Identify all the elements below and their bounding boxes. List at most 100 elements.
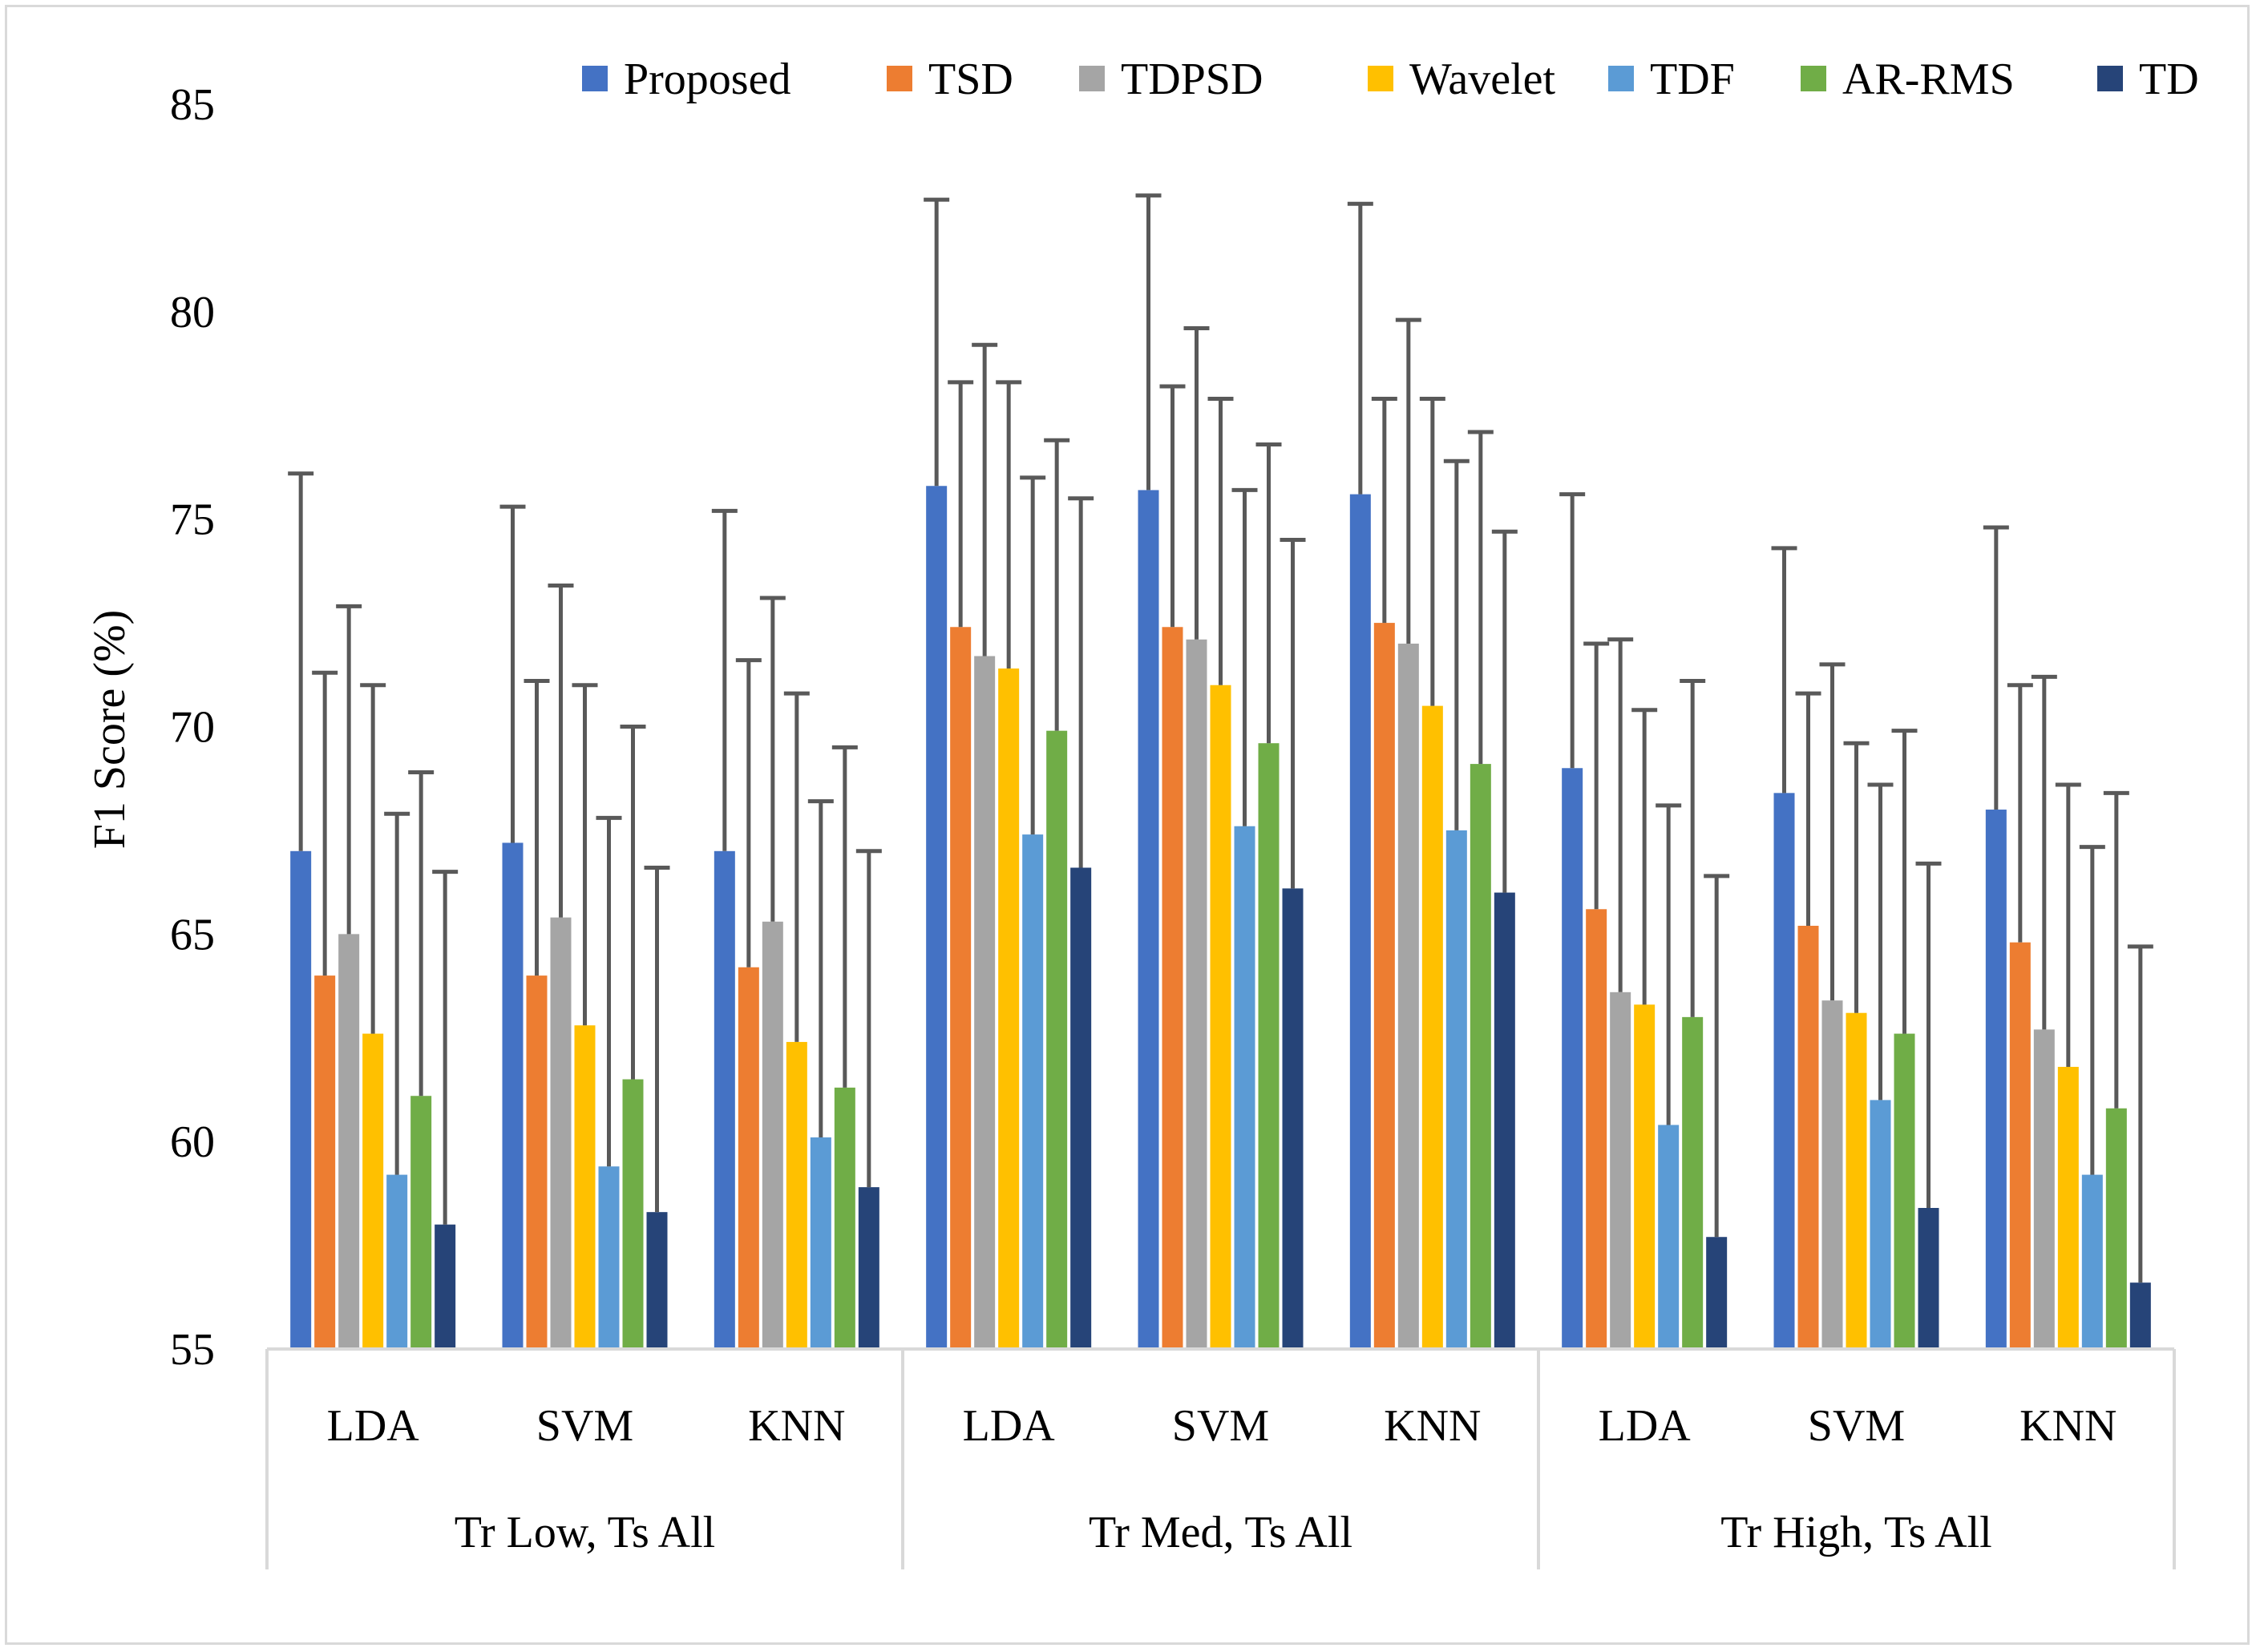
x-tick-label: LDA (963, 1401, 1056, 1451)
bar-wavelet (574, 1025, 596, 1349)
legend-label: TSD (928, 55, 1013, 104)
x-tick-label: SVM (536, 1401, 633, 1451)
bar-tdf (1658, 1125, 1680, 1349)
legend: Proposed TSD TDPSD Wavelet TDF AR-RMS TD (582, 55, 2199, 104)
bar-tdf (386, 1174, 408, 1349)
bar-tdf (1445, 830, 1467, 1349)
bar-td (1706, 1237, 1728, 1349)
bar-proposed (1138, 490, 1159, 1350)
bar-tdf (1870, 1100, 1891, 1349)
bar-ar-rms (1258, 743, 1280, 1349)
bar-tdpsd (762, 921, 783, 1349)
bar-tdpsd (1821, 1000, 1843, 1349)
legend-label: AR-RMS (1842, 55, 2015, 104)
bar-td (435, 1224, 456, 1349)
bar-wavelet (998, 668, 1020, 1349)
y-tick-label: 85 (170, 80, 215, 130)
bar-td (858, 1187, 879, 1349)
x-tick-label: KNN (748, 1401, 845, 1451)
legend-label: Proposed (624, 55, 790, 104)
bar-tsd (2009, 942, 2031, 1349)
bar-tsd (1797, 925, 1819, 1349)
bar-proposed (926, 486, 948, 1349)
x-axis: LDA SVM KNN LDA SVM KNN LDA SVM KNN Tr Low, Ts Al… (265, 1347, 2176, 1569)
y-tick-label: 75 (170, 495, 215, 545)
bar-td (1918, 1207, 1939, 1349)
bars-layer (290, 486, 2151, 1350)
legend-label: TDPSD (1121, 55, 1263, 104)
x-group-label: Tr Low, Ts All (455, 1508, 715, 1557)
bar-proposed (502, 842, 524, 1349)
bar-td (1494, 892, 1515, 1349)
y-tick-label: 65 (170, 910, 215, 959)
bar-td (1282, 888, 1304, 1349)
y-axis-ticks: 55 60 65 70 75 80 85 (170, 80, 215, 1375)
bar-td (646, 1212, 668, 1349)
bar-ar-rms (2105, 1108, 2127, 1349)
bar-wavelet (1846, 1012, 1867, 1349)
bar-ar-rms (1894, 1033, 1915, 1349)
bar-tsd (1162, 627, 1183, 1349)
bar-ar-rms (1046, 730, 1068, 1349)
bar-tdpsd (974, 656, 996, 1349)
y-axis-title: F1 Score (%) (85, 610, 135, 850)
bar-proposed (1985, 810, 2007, 1349)
x-tick-label: KNN (1384, 1401, 1481, 1451)
y-tick-label: 70 (170, 703, 215, 753)
bar-td (1070, 867, 1092, 1349)
y-tick-label: 80 (170, 288, 215, 337)
bar-tdf (1022, 834, 1044, 1349)
x-tick-label: SVM (1172, 1401, 1269, 1451)
bar-tdf (598, 1166, 620, 1349)
bar-tdpsd (2033, 1029, 2055, 1349)
error-bars-layer (288, 193, 2153, 1283)
bar-tsd (950, 627, 972, 1349)
bar-ar-rms (410, 1096, 432, 1349)
legend-swatch-tdpsd (1079, 66, 1105, 91)
x-tick-label: SVM (1808, 1401, 1905, 1451)
legend-swatch-ar-rms (1801, 66, 1826, 91)
bar-proposed (1562, 768, 1583, 1349)
bar-tsd (314, 975, 336, 1349)
x-group-label: Tr High, Ts All (1720, 1508, 1991, 1557)
bar-wavelet (2057, 1066, 2079, 1349)
bar-ar-rms (834, 1087, 855, 1349)
legend-label: Wavelet (1409, 55, 1555, 104)
x-group-label: Tr Med, Ts All (1089, 1508, 1352, 1557)
bar-proposed (1773, 793, 1795, 1349)
bar-td (2129, 1282, 2151, 1349)
bar-tsd (1373, 623, 1395, 1349)
chart-frame (5, 5, 2250, 1645)
legend-swatch-wavelet (1368, 66, 1393, 91)
bar-tdpsd (338, 934, 360, 1349)
bar-proposed (714, 850, 735, 1349)
bar-tsd (738, 967, 759, 1349)
legend-swatch-tsd (887, 66, 912, 91)
x-tick-label: KNN (2019, 1401, 2117, 1451)
bar-wavelet (1421, 705, 1443, 1349)
legend-swatch-proposed (582, 66, 608, 91)
bar-ar-rms (1682, 1016, 1704, 1349)
bar-tdf (2081, 1174, 2103, 1349)
bar-tdf (1234, 826, 1255, 1349)
x-tick-label: LDA (327, 1401, 420, 1451)
bar-tsd (526, 975, 548, 1349)
bar-proposed (1349, 494, 1371, 1349)
x-tick-label: LDA (1599, 1401, 1692, 1451)
bar-tdpsd (1397, 643, 1419, 1349)
bar-wavelet (786, 1041, 807, 1349)
bar-ar-rms (622, 1079, 644, 1349)
bar-wavelet (1634, 1004, 1656, 1349)
bar-wavelet (1210, 685, 1231, 1349)
y-axis-label: F1 Score (%) (85, 610, 135, 850)
legend-label: TDF (1650, 55, 1735, 104)
bar-wavelet (362, 1033, 384, 1349)
bar-tdf (810, 1137, 831, 1349)
bar-tsd (1586, 909, 1607, 1349)
legend-label: TD (2139, 55, 2199, 104)
bar-ar-rms (1470, 764, 1491, 1349)
bar-tdpsd (1186, 639, 1207, 1349)
bar-tdpsd (1610, 992, 1631, 1349)
bar-tdpsd (550, 917, 572, 1349)
